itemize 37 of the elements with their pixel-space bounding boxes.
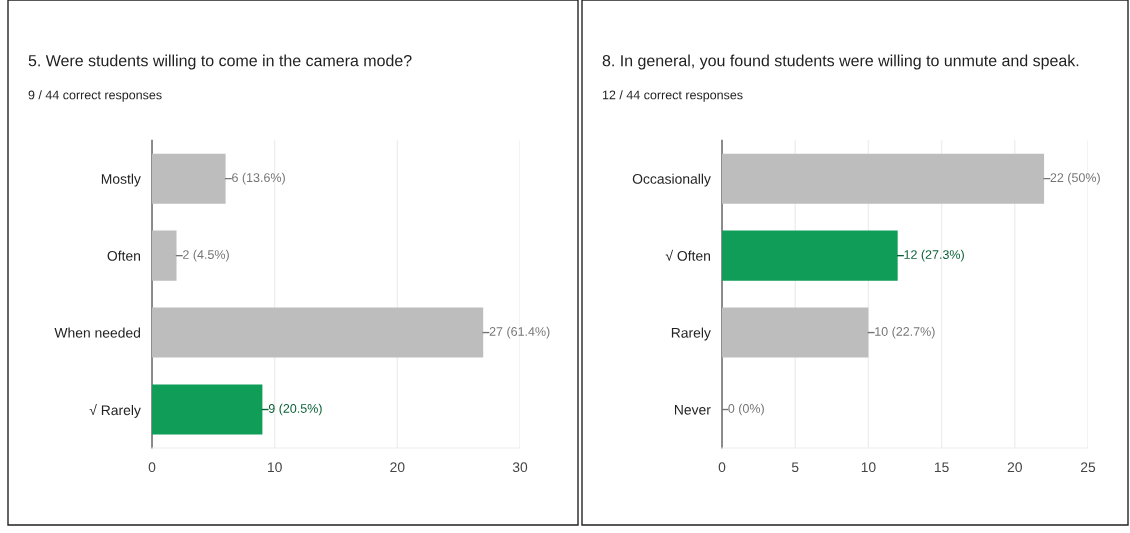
bar <box>152 384 263 435</box>
data-label: 27 (61.4%) <box>489 326 550 339</box>
x-tick-label: 0 <box>718 462 726 473</box>
data-label: 2 (4.5%) <box>183 249 229 262</box>
y-tick-label: When needed <box>54 327 140 338</box>
data-label: 10 (22.7%) <box>875 326 935 339</box>
data-label: 12 (27.3%) <box>904 249 964 262</box>
bar <box>722 307 869 358</box>
y-tick-label: Occasionally <box>632 173 711 187</box>
chart-title: 5. Were students willing to come in the camera mode? <box>28 54 412 70</box>
chart-subtitle: 9 / 44 correct responses <box>28 90 162 102</box>
x-tick-label: 20 <box>390 462 405 473</box>
bar <box>152 307 484 358</box>
data-label: 0 (0%) <box>728 403 764 416</box>
y-tick-label: Rarely <box>671 327 711 341</box>
y-tick-label: Often <box>107 250 140 261</box>
bar <box>722 230 898 281</box>
x-tick-label: 20 <box>1007 462 1022 473</box>
data-label: 9 (20.5%) <box>268 403 322 416</box>
bar <box>722 153 1045 204</box>
x-tick-label: 10 <box>861 462 876 473</box>
y-tick-label: Mostly <box>101 173 141 187</box>
y-tick-label: √ Often <box>665 249 710 261</box>
chart-title: 8. In general, you found students were willing to unmute and speak. <box>602 54 1079 70</box>
x-tick-label: 15 <box>934 462 949 473</box>
bar <box>152 153 226 204</box>
y-tick-label: √ Rarely <box>89 404 141 418</box>
y-tick-label: Never <box>674 405 711 415</box>
chart-subtitle: 12 / 44 correct responses <box>602 90 743 102</box>
x-tick-label: 30 <box>512 462 528 473</box>
bar <box>152 230 177 281</box>
data-label: 22 (50%) <box>1050 172 1100 185</box>
x-tick-label: 0 <box>148 462 156 473</box>
x-tick-label: 10 <box>268 462 282 473</box>
data-label: 6 (13.6%) <box>232 172 285 185</box>
x-tick-label: 25 <box>1080 462 1096 473</box>
x-tick-label: 5 <box>791 462 799 473</box>
